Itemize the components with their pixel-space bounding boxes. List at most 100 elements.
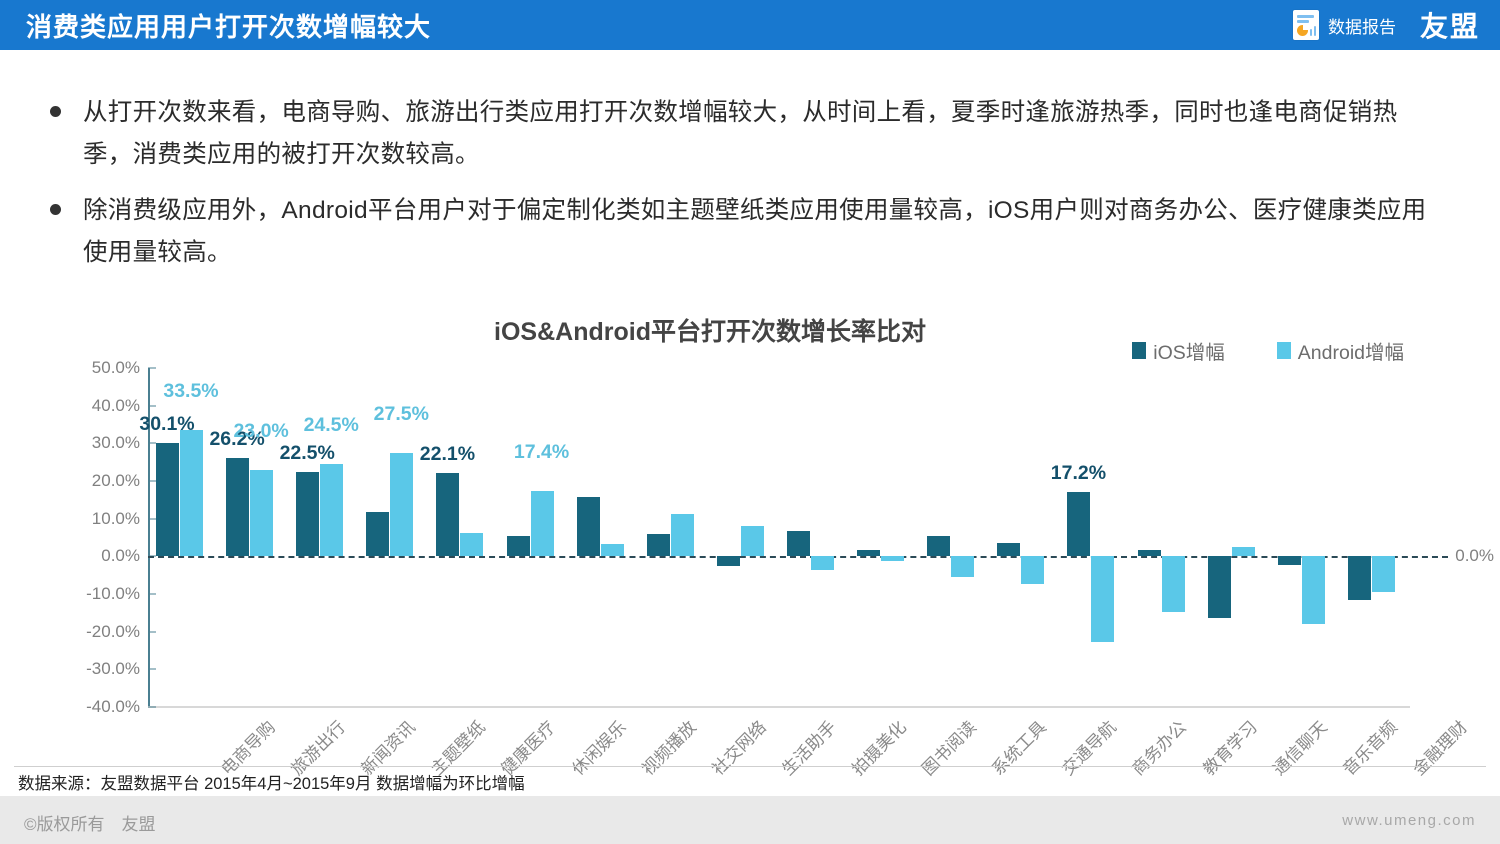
bar-ios-2 (296, 471, 320, 557)
bar-ios-17 (1347, 556, 1371, 601)
y-axis-tick: 20.0% (91, 471, 140, 490)
y-axis-tick: 30.0% (91, 433, 140, 453)
bar-and-16 (1301, 556, 1325, 624)
bar-and-8 (740, 525, 764, 557)
bullet-text: 从打开次数来看，电商导购、旅游出行类应用打开次数增幅较大，从时间上看，夏季时逢旅… (83, 99, 1398, 169)
bar-and-15 (1231, 546, 1255, 557)
y-axis-tick-mark (148, 706, 156, 708)
bar-and-2 (320, 464, 344, 557)
y-axis-tick: -10.0% (86, 584, 140, 603)
bar-and-4 (460, 532, 484, 557)
bar-and-10 (881, 556, 905, 561)
bar-ios-4 (436, 473, 460, 557)
y-axis-tick-labels: 50.0% 40.0% 30.0% 20.0% 10.0% 0.0% -10.0% -20.0… (44, 358, 140, 716)
x-axis-category-label: 休闲娱乐 (567, 717, 630, 780)
bar-ios-3 (366, 511, 390, 557)
page-header: 消费类应用用户打开次数增幅较大 数据报告 友盟 (0, 0, 1500, 50)
bar-and-14 (1161, 556, 1185, 613)
y-axis-tick: -40.0% (86, 697, 140, 716)
bar-value-label: 23.0% (233, 419, 289, 442)
zero-reference-line (148, 556, 1448, 559)
x-axis-category-label: 生活助手 (778, 717, 840, 780)
bar-and-11 (951, 556, 975, 577)
y-axis-tick: -30.0% (86, 659, 140, 679)
bar-ios-8 (716, 556, 740, 567)
x-axis-category-label: 教育学习 (1198, 717, 1261, 780)
bar-ios-1 (226, 457, 250, 557)
page-title: 消费类应用用户打开次数增幅较大 (26, 11, 432, 42)
bar-value-label: 26.2% (209, 427, 265, 450)
bar-value-label: 24.5% (303, 414, 359, 437)
legend-label-ios: iOS增幅 (1153, 342, 1225, 364)
y-axis-tick-mark (148, 593, 156, 595)
data-report-icon (1292, 10, 1319, 40)
bar-ios-6 (576, 497, 600, 557)
list-item: 除消费级应用外，Android平台用户对于偏定制化类如主题壁纸类应用使用量较高，… (42, 190, 1442, 274)
bar-and-7 (670, 513, 694, 557)
bar-value-label: 17.2% (1050, 461, 1107, 484)
y-axis-tick-mark (148, 480, 156, 482)
bar-and-0 (180, 430, 203, 557)
bar-value-label: 30.1% (139, 412, 195, 435)
brand-logo: 友盟 (1419, 11, 1480, 42)
bar-and-13 (1091, 556, 1115, 643)
bar-ios-5 (506, 536, 530, 557)
bar-and-1 (250, 469, 274, 557)
y-axis-tick-mark (148, 518, 156, 520)
bar-and-3 (390, 452, 414, 557)
x-axis-category-label: 通信聊天 (1269, 717, 1331, 780)
legend-label-android: Android增幅 (1297, 342, 1404, 364)
zero-reference-label: 0.0% (1455, 546, 1494, 566)
y-axis-tick: 40.0% (91, 395, 140, 415)
y-axis-tick: 10.0% (91, 508, 140, 528)
source-note: 数据来源：友盟数据平台 2015年4月~2015年9月 数据增幅为环比增幅 (18, 775, 525, 793)
legend-item-android: Android增幅 (1276, 336, 1404, 365)
legend-swatch-android (1276, 342, 1291, 359)
source-divider (14, 766, 1486, 767)
y-axis-tick-mark (148, 442, 156, 444)
x-axis-category-label: 金融理财 (1409, 717, 1471, 780)
footer-bar (0, 796, 1500, 844)
bar-ios-15 (1207, 556, 1231, 619)
x-axis-line (148, 706, 1410, 708)
bar-and-12 (1021, 556, 1045, 585)
bar-and-9 (811, 556, 834, 570)
bar-value-label: 22.1% (419, 443, 476, 466)
list-item: 从打开次数来看，电商导购、旅游出行类应用打开次数增幅较大，从时间上看，夏季时逢旅… (42, 92, 1442, 176)
y-axis-tick: 50.0% (91, 358, 140, 377)
x-axis-category-label: 拍摄美化 (848, 717, 910, 780)
bar-and-6 (600, 543, 624, 557)
x-axis-category-label: 音乐音频 (1339, 717, 1401, 780)
bullet-dot-icon (50, 106, 61, 117)
bar-and-17 (1371, 556, 1395, 593)
bar-ios-13 (1067, 491, 1091, 557)
bullet-dot-icon (50, 204, 61, 216)
chart-container: iOS&Android平台打开次数增长率比对 iOS增幅 Android增幅 5… (0, 300, 1500, 779)
bar-ios-16 (1277, 556, 1301, 565)
bar-and-5 (530, 490, 554, 557)
y-axis-tick-mark (148, 668, 156, 670)
y-axis-tick-mark (148, 367, 156, 369)
watermark-url: www.umeng.com (1342, 812, 1476, 829)
bar-ios-0 (156, 442, 179, 557)
y-axis-tick-mark (148, 405, 156, 407)
header-right-group: 数据报告 友盟 (1292, 5, 1480, 45)
chart-title: iOS&Android平台打开次数增长率比对 (494, 318, 926, 346)
x-axis-category-label: 视频播放 (638, 717, 700, 780)
bar-ios-11 (927, 535, 951, 557)
x-axis-category-label: 社交网络 (708, 717, 770, 780)
y-axis-line (148, 368, 150, 707)
bar-ios-7 (646, 534, 670, 557)
bullet-text: 除消费级应用外，Android平台用户对于偏定制化类如主题壁纸类应用使用量较高，… (83, 197, 1427, 267)
bar-value-label: 22.5% (279, 441, 335, 464)
y-axis-tick: -20.0% (86, 621, 140, 641)
x-axis-category-label: 商务办公 (1128, 717, 1191, 780)
bar-ios-12 (997, 543, 1021, 557)
legend-item-ios: iOS增幅 (1132, 336, 1225, 365)
bar-value-label: 27.5% (373, 402, 429, 425)
bar-value-label: 33.5% (163, 380, 219, 403)
y-axis-tick: 0.0% (101, 546, 140, 566)
bar-ios-9 (787, 531, 810, 557)
bar-value-label: 17.4% (513, 440, 570, 463)
chart-legend: iOS增幅 Android增幅 (1080, 336, 1404, 365)
